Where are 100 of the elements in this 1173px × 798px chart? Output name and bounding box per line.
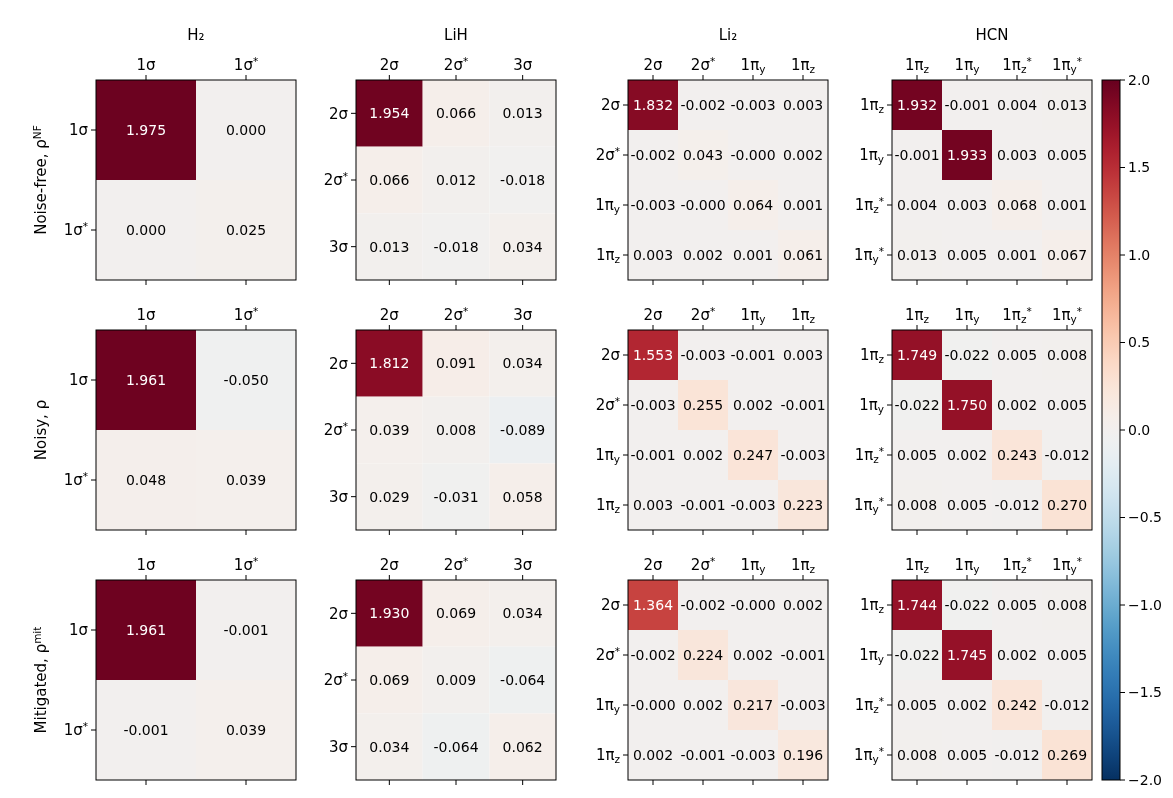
data-label: -0.002 xyxy=(680,596,726,613)
data-label: 0.034 xyxy=(502,238,543,255)
data-label: -0.003 xyxy=(630,396,676,413)
data-label: 1.954 xyxy=(369,105,410,122)
x-tick-label: 1π$_{z}$ xyxy=(790,56,816,75)
x-tick-label: 2σ xyxy=(379,306,400,324)
x-tick-label: 1π$_{y}$ xyxy=(740,556,766,575)
data-label: -0.001 xyxy=(944,96,990,113)
data-label: 0.066 xyxy=(435,105,477,122)
chart-title: H₂ xyxy=(187,26,205,44)
data-label: 0.003 xyxy=(782,96,824,113)
chart-title: LiH xyxy=(444,26,468,44)
data-label: -0.003 xyxy=(780,446,826,463)
data-label: 0.008 xyxy=(1046,596,1088,613)
y-axis-title: Noisy, ρ xyxy=(32,399,50,461)
data-label: 0.013 xyxy=(369,238,410,255)
x-tick-label: 1π$_{z}$ xyxy=(790,556,816,575)
data-label: 1.750 xyxy=(946,396,988,413)
x-tick-label: 2σ xyxy=(643,556,664,574)
data-label: 1.961 xyxy=(125,621,167,638)
data-label: -0.003 xyxy=(630,196,676,213)
y-tick-label: 2σ$^{*}$ xyxy=(595,395,620,415)
data-label: 0.002 xyxy=(946,696,988,713)
y-tick-label: 1π$_{y}$ xyxy=(595,696,620,715)
data-label: 0.008 xyxy=(896,496,938,513)
data-label: 0.255 xyxy=(682,396,724,413)
data-label: -0.000 xyxy=(730,146,776,163)
x-tick-label: 3σ xyxy=(513,556,533,574)
data-label: 0.008 xyxy=(896,746,938,763)
y-tick-label: 1π$_{z}$ xyxy=(595,496,621,515)
data-label: 1.930 xyxy=(369,605,410,622)
data-label: 0.217 xyxy=(732,696,774,713)
data-label: 0.068 xyxy=(996,196,1038,213)
data-label: 0.002 xyxy=(682,696,724,713)
data-label: 0.004 xyxy=(896,196,938,213)
color-bar-label: 2.0 xyxy=(1128,71,1151,88)
data-label: 0.005 xyxy=(896,446,938,463)
data-label: 0.003 xyxy=(782,346,824,363)
data-label: 0.013 xyxy=(896,246,938,263)
y-tick-label: 1π$_{z}$ xyxy=(859,596,885,615)
data-label: 0.005 xyxy=(946,246,988,263)
data-label: 0.002 xyxy=(946,446,988,463)
x-tick-label: 2σ$^{*}$ xyxy=(443,305,469,324)
x-tick-label: 1π$_{z}$ xyxy=(904,556,930,575)
data-label: 0.043 xyxy=(682,146,724,163)
data-label: 1.961 xyxy=(125,371,167,388)
x-tick-label: 1σ xyxy=(136,556,157,574)
data-label: -0.001 xyxy=(123,721,169,738)
data-label: -0.022 xyxy=(944,596,990,613)
data-label: 0.002 xyxy=(682,246,724,263)
data-label: -0.001 xyxy=(894,146,940,163)
data-label: 0.013 xyxy=(1046,96,1088,113)
data-label: -0.002 xyxy=(680,96,726,113)
color-bar-label: 0.5 xyxy=(1128,334,1151,351)
data-label: -0.000 xyxy=(630,696,676,713)
color-bar-label: 1.0 xyxy=(1128,246,1151,263)
y-tick-label: 1π$_{y}$ xyxy=(859,646,884,665)
data-label: 0.009 xyxy=(435,671,477,688)
data-label: -0.012 xyxy=(1044,446,1090,463)
data-label: 0.008 xyxy=(435,421,477,438)
data-label: 0.005 xyxy=(996,346,1038,363)
data-label: 1.832 xyxy=(632,96,674,113)
x-tick-label: 2σ$^{*}$ xyxy=(690,555,716,574)
data-label: 1.932 xyxy=(896,96,938,113)
data-label: 1.975 xyxy=(125,121,167,138)
data-label: -0.050 xyxy=(223,371,269,388)
data-label: 1.364 xyxy=(632,596,674,613)
data-label: 0.013 xyxy=(502,105,543,122)
data-label: 0.067 xyxy=(1046,246,1088,263)
x-tick-label: 1π$_{y}$ xyxy=(954,556,980,575)
color-bar-label: 1.5 xyxy=(1128,159,1151,176)
data-label: 0.002 xyxy=(732,646,774,663)
data-label: 0.196 xyxy=(782,746,824,763)
data-label: 0.224 xyxy=(682,646,724,663)
data-label: -0.000 xyxy=(730,596,776,613)
data-label: -0.002 xyxy=(630,146,676,163)
color-bar-label: 0.0 xyxy=(1128,421,1151,438)
data-label: -0.012 xyxy=(994,746,1040,763)
x-tick-label: 1π$_{y}$ xyxy=(740,306,766,325)
y-tick-label: 1σ$^{*}$ xyxy=(63,720,88,740)
y-tick-label: 2σ xyxy=(600,96,621,115)
y-tick-label: 1π$_{z}$ xyxy=(595,246,621,265)
x-tick-label: 2σ$^{*}$ xyxy=(690,55,716,74)
x-tick-label: 1π$_{y}$ xyxy=(954,56,980,75)
x-tick-label: 3σ xyxy=(513,56,533,74)
data-label: 0.066 xyxy=(369,171,410,188)
y-tick-label: 1σ xyxy=(68,121,89,140)
data-label: 0.003 xyxy=(632,246,674,263)
x-tick-label: 2σ xyxy=(643,56,664,74)
y-tick-label: 2σ xyxy=(328,104,349,123)
y-tick-label: 2σ xyxy=(328,354,349,373)
data-label: -0.001 xyxy=(730,346,776,363)
data-label: 0.005 xyxy=(1046,396,1088,413)
y-tick-label: 3σ xyxy=(328,487,349,506)
data-label: 0.000 xyxy=(125,221,167,238)
x-tick-label: 1π$_{y}$ xyxy=(740,56,766,75)
data-label: -0.064 xyxy=(433,738,479,755)
x-tick-label: 1σ$^{*}$ xyxy=(233,305,259,324)
x-tick-label: 1σ$^{*}$ xyxy=(233,555,259,574)
data-label: -0.031 xyxy=(433,488,479,505)
